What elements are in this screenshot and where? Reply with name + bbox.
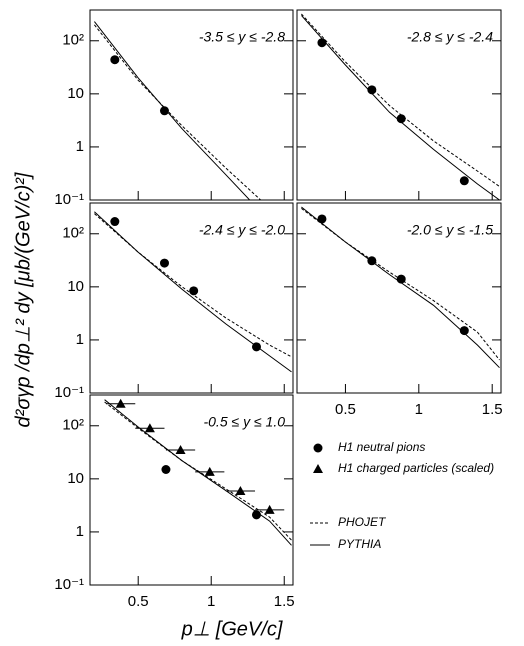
curve — [94, 211, 292, 373]
curve — [104, 401, 292, 541]
y-tick-label: 10⁻¹ — [54, 576, 84, 593]
data-point — [396, 274, 406, 284]
panel-label: -0.5 ≤ y ≤ 1.0 — [203, 414, 285, 430]
legend-marker — [313, 443, 323, 453]
x-tick-label: 1.5 — [482, 401, 503, 418]
y-tick-label: 1 — [76, 331, 84, 348]
curve — [301, 15, 500, 200]
panel-frame — [296, 9, 502, 201]
plot-area — [301, 13, 500, 200]
data-point — [396, 114, 406, 124]
data-point — [110, 55, 120, 65]
data-point — [235, 486, 246, 496]
data-point — [317, 214, 327, 224]
panel-label: -2.8 ≤ y ≤ -2.4 — [407, 29, 493, 45]
data-point — [115, 398, 126, 408]
y-tick-label: 10² — [62, 225, 84, 242]
plot-area — [94, 211, 292, 373]
panel-frame — [296, 202, 502, 394]
data-point — [204, 466, 215, 476]
legend-label: H1 charged particles (scaled) — [338, 461, 494, 475]
x-tick-label: 0.5 — [128, 593, 149, 610]
x-axis-label: p⊥ [GeV/c] — [181, 618, 283, 640]
y-tick-label: 1 — [76, 523, 84, 540]
x-tick-label: 1.5 — [274, 593, 295, 610]
data-point — [251, 342, 261, 352]
y-tick-label: 10² — [62, 417, 84, 434]
data-point — [367, 85, 377, 95]
panel-frame — [89, 202, 294, 394]
legend-label: PYTHIA — [338, 537, 381, 551]
y-tick-label: 10⁻¹ — [54, 384, 84, 401]
data-point — [317, 38, 327, 48]
data-point — [175, 444, 186, 454]
x-tick-label: 0.5 — [335, 401, 356, 418]
panel-label: -2.4 ≤ y ≤ -2.0 — [199, 222, 285, 238]
plot-area — [301, 206, 500, 369]
y-axis-label: d²σγp /dp⊥² dy [μb/(GeV/c)²] — [12, 172, 34, 427]
data-point — [110, 217, 120, 227]
data-point — [459, 176, 469, 186]
data-point — [159, 258, 169, 268]
data-point — [161, 465, 171, 475]
data-point — [367, 256, 377, 266]
y-tick-label: 10 — [67, 278, 84, 295]
x-tick-label: 1 — [415, 401, 423, 418]
panel-label: -3.5 ≤ y ≤ -2.8 — [199, 29, 285, 45]
curve — [301, 206, 500, 369]
data-point — [189, 286, 199, 296]
x-tick-label: 1 — [207, 593, 215, 610]
y-tick-label: 1 — [76, 138, 84, 155]
panel-frame — [89, 394, 294, 586]
plot-area — [104, 398, 292, 546]
curve — [94, 213, 292, 358]
data-point — [459, 326, 469, 336]
curve — [94, 24, 262, 200]
data-point — [144, 423, 155, 433]
panel-frame — [89, 9, 294, 201]
data-point — [159, 106, 169, 116]
y-tick-label: 10⁻¹ — [54, 191, 84, 208]
curve — [301, 13, 500, 187]
panel-label: -2.0 ≤ y ≤ -1.5 — [407, 222, 493, 238]
curve — [104, 399, 292, 546]
y-tick-label: 10 — [67, 470, 84, 487]
plot-area — [94, 21, 262, 200]
curve — [94, 21, 251, 200]
y-tick-label: 10 — [67, 85, 84, 102]
y-tick-label: 10² — [62, 32, 84, 49]
legend-label: H1 neutral pions — [338, 440, 425, 454]
legend-marker — [313, 464, 323, 473]
legend-label: PHOJET — [338, 515, 387, 529]
data-point — [251, 510, 261, 520]
data-point — [264, 504, 275, 514]
